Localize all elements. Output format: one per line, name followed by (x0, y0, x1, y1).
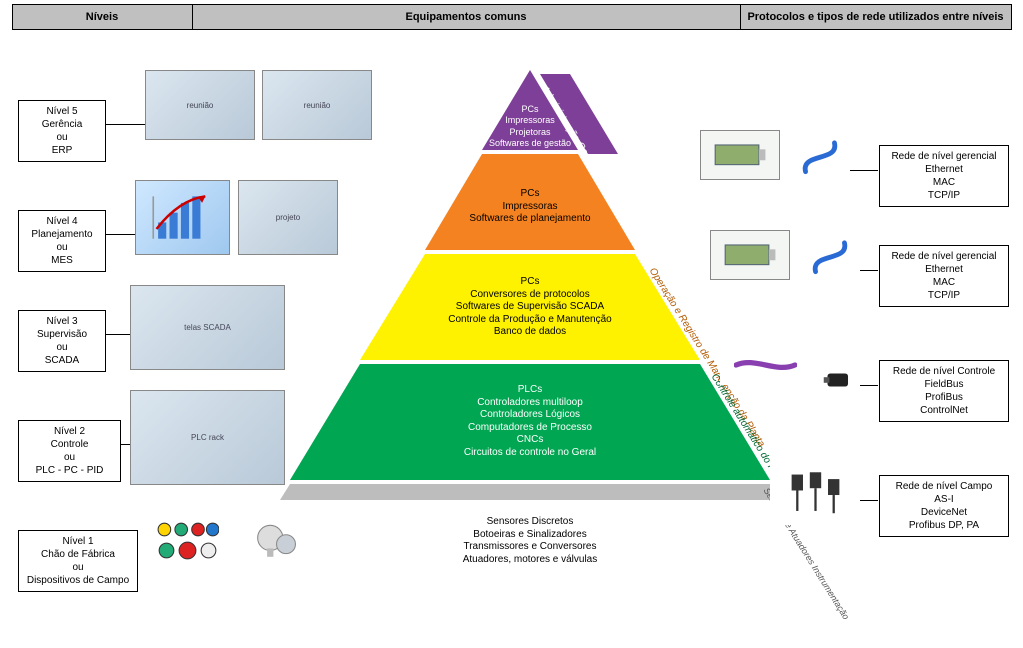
header-niveis: Níveis (13, 5, 193, 29)
protocol-box-2: Rede de nível Campo AS-I DeviceNet Profi… (879, 475, 1009, 537)
level-3-alt2: SCADA (45, 355, 79, 366)
connector-line (850, 170, 878, 171)
level-4-name: Nível 4 (46, 216, 77, 227)
proto-2-l4: Profibus DP, PA (909, 520, 979, 531)
photo-cable-blue-2 (800, 230, 860, 285)
proto-5-l4: TCP/IP (928, 190, 960, 201)
level-1-alt: Chão de Fábrica (41, 549, 115, 560)
level-1-or: ou (72, 562, 83, 573)
photo-meeting-1: reunião (145, 70, 255, 140)
proto-5-l2: Ethernet (925, 164, 963, 175)
photo-nic-1 (700, 130, 780, 180)
level-box-2: Nível 2 Controle ou PLC - PC - PID (18, 420, 121, 482)
connector-line (106, 334, 131, 335)
l2-t2: Controladores multiloop (280, 397, 780, 410)
level-3-or: ou (56, 342, 67, 353)
l3-t5: Banco de dados (280, 326, 780, 339)
protocol-box-3: Rede de nível Controle FieldBus ProfiBus… (879, 360, 1009, 422)
l1-t2: Botoeiras e Sinalizadores (280, 529, 780, 542)
level-2-alt: Controle (51, 439, 89, 450)
level-5-alt2: ERP (52, 145, 73, 156)
l1-t4: Atuadores, motores e válvulas (280, 554, 780, 567)
l3-t4: Controle da Produção e Manutenção (280, 314, 780, 327)
header-protocolos: Protocolos e tipos de rede utilizados en… (741, 5, 1011, 29)
l3-t2: Conversores de protocolos (280, 289, 780, 302)
proto-3-l4: ControlNet (920, 405, 968, 416)
l2-t1: PLCs (280, 384, 780, 397)
photo-cable-purple (720, 345, 810, 385)
proto-3-l3: ProfiBus (925, 392, 963, 403)
header-equipamentos: Equipamentos comuns (193, 5, 741, 29)
proto-2-l1: Rede de nível Campo (896, 481, 993, 492)
photo-plc: PLC rack (130, 390, 285, 485)
photo-scada: telas SCADA (130, 285, 285, 370)
l1-t3: Transmissores e Conversores (280, 541, 780, 554)
header-row: Níveis Equipamentos comuns Protocolos e … (12, 4, 1012, 30)
photo-meeting-2: reunião (262, 70, 372, 140)
l3-t1: PCs (280, 276, 780, 289)
level-2-or: ou (64, 452, 75, 463)
proto-2-l3: DeviceNet (921, 507, 967, 518)
proto-4-l3: MAC (933, 277, 955, 288)
level-3-name: Nível 3 (46, 316, 77, 327)
proto-5-l3: MAC (933, 177, 955, 188)
l1-t1: Sensores Discretos (280, 516, 780, 529)
level-2-alt2: PLC - PC - PID (36, 465, 104, 476)
level-5-name: Nível 5 (46, 106, 77, 117)
connector-line (106, 234, 136, 235)
l4-t2: Impressoras (280, 201, 780, 214)
pyramid-text-4: PCs Impressoras Softwares de planejament… (280, 182, 780, 226)
photo-chart (135, 180, 230, 255)
connector-line (106, 124, 146, 125)
level-box-3: Nível 3 Supervisão ou SCADA (18, 310, 106, 372)
proto-3-l2: FieldBus (925, 379, 964, 390)
pyramid-text-3: PCs Conversores de protocolos Softwares … (280, 270, 780, 339)
protocol-box-4: Rede de nível gerencial Ethernet MAC TCP… (879, 245, 1009, 307)
photo-sensors (770, 460, 860, 525)
diagram-area: Nível 5 Gerência ou ERP Nível 4 Planejam… (0, 30, 1023, 630)
photo-nic-2 (710, 230, 790, 280)
connector-line (860, 270, 878, 271)
level-4-alt: Planejamento (31, 229, 92, 240)
level-box-1: Nível 1 Chão de Fábrica ou Dispositivos … (18, 530, 138, 592)
photo-plan: projeto (238, 180, 338, 255)
l2-t4: Computadores de Processo (280, 422, 780, 435)
photo-connector (815, 360, 860, 400)
level-4-alt2: MES (51, 255, 73, 266)
l4-t1: PCs (280, 188, 780, 201)
pyramid-layer-1-shape (280, 484, 780, 500)
l2-t6: Circuitos de controle no Geral (280, 447, 780, 460)
l2-t3: Controladores Lógicos (280, 409, 780, 422)
proto-3-l1: Rede de nível Controle (893, 366, 995, 377)
proto-5-l1: Rede de nível gerencial (891, 151, 996, 162)
proto-4-l4: TCP/IP (928, 290, 960, 301)
connector-line (860, 500, 878, 501)
proto-4-l1: Rede de nível gerencial (891, 251, 996, 262)
l2-t5: CNCs (280, 434, 780, 447)
protocol-box-5: Rede de nível gerencial Ethernet MAC TCP… (879, 145, 1009, 207)
level-5-or: ou (56, 132, 67, 143)
level-1-name: Nível 1 (62, 536, 93, 547)
level-5-alt: Gerência (42, 119, 83, 130)
pyramid-text-2: PLCs Controladores multiloop Controlador… (280, 378, 780, 459)
l3-t3: Softwares de Supervisão SCADA (280, 301, 780, 314)
proto-2-l2: AS-I (934, 494, 953, 505)
level-1-alt2: Dispositivos de Campo (27, 575, 129, 586)
level-4-or: ou (56, 242, 67, 253)
photo-cable-blue-1 (790, 130, 850, 185)
photo-buttons (142, 510, 232, 570)
level-3-alt: Supervisão (37, 329, 87, 340)
pyramid-text-1: Sensores Discretos Botoeiras e Sinalizad… (280, 510, 780, 566)
l4-t3: Softwares de planejamento (280, 213, 780, 226)
photo-transmitter (240, 510, 310, 570)
level-2-name: Nível 2 (54, 426, 85, 437)
level-box-4: Nível 4 Planejamento ou MES (18, 210, 106, 272)
level-box-5: Nível 5 Gerência ou ERP (18, 100, 106, 162)
proto-4-l2: Ethernet (925, 264, 963, 275)
